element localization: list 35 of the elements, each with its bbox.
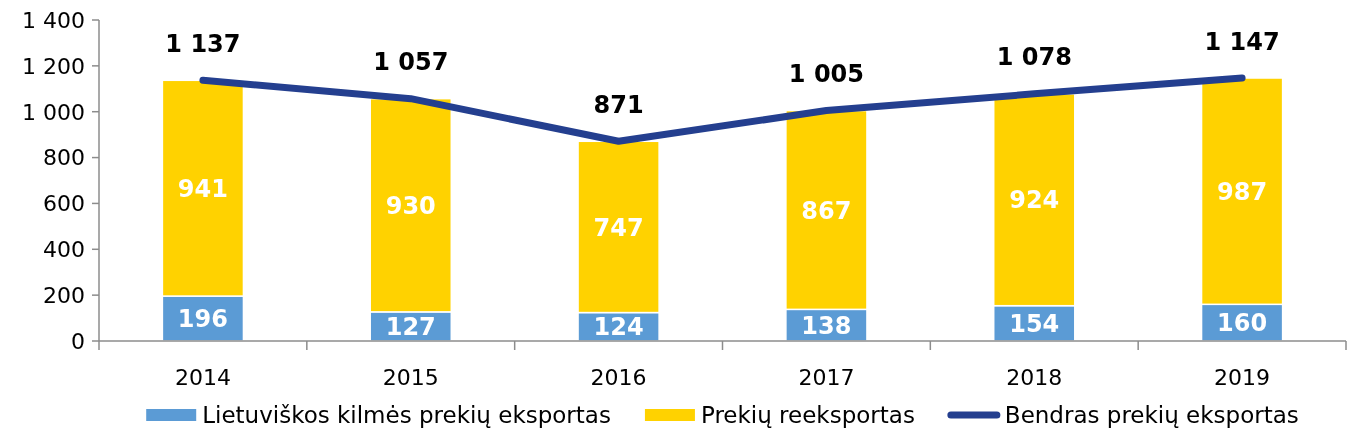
y-tick-label: 600 [43, 191, 85, 217]
data-label: 160 [1217, 309, 1268, 338]
data-label: 127 [385, 313, 436, 342]
data-label: 867 [801, 196, 852, 225]
legend-label: Lietuviškos kilmės prekių eksportas [202, 402, 611, 429]
x-tick-label: 2018 [1006, 364, 1063, 390]
x-tick-label: 2017 [798, 364, 855, 390]
data-label: 1 147 [1204, 27, 1280, 56]
data-label: 196 [177, 305, 228, 334]
data-label: 747 [593, 213, 644, 242]
y-tick-label: 1 400 [22, 7, 85, 33]
y-tick-label: 0 [71, 328, 85, 354]
data-label: 154 [1009, 309, 1060, 338]
legend-label: Prekių reeksportas [700, 402, 915, 429]
data-label: 941 [177, 174, 228, 203]
data-label: 1 005 [788, 60, 864, 89]
data-label: 124 [593, 313, 644, 342]
x-tick-label: 2016 [590, 364, 647, 390]
data-label: 930 [385, 191, 436, 220]
y-tick-label: 1 200 [22, 53, 85, 79]
x-tick-label: 2015 [382, 364, 439, 390]
data-label: 1 057 [373, 48, 449, 77]
y-tick-label: 1 000 [22, 99, 85, 125]
data-label: 138 [801, 311, 852, 340]
x-tick-label: 2019 [1214, 364, 1271, 390]
data-label: 871 [593, 90, 644, 119]
y-tick-label: 200 [43, 283, 85, 309]
legend-label: Bendras prekių eksportas [1004, 402, 1299, 429]
data-label: 987 [1217, 177, 1268, 206]
data-label: 1 137 [165, 29, 241, 58]
data-label: 924 [1009, 186, 1060, 215]
x-tick-label: 2014 [174, 364, 231, 390]
data-label: 1 078 [996, 43, 1072, 72]
y-tick-label: 800 [43, 145, 85, 171]
y-tick-label: 400 [43, 237, 85, 263]
